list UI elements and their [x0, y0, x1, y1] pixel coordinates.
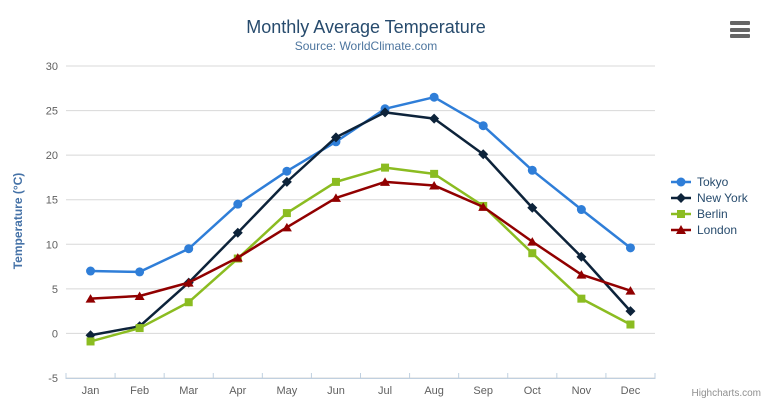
x-axis-label: Sep [473, 385, 493, 397]
y-axis-label: 0 [52, 328, 58, 340]
y-axis-label: -5 [48, 373, 58, 385]
data-point-london[interactable] [625, 286, 636, 295]
x-axis-label: Jan [82, 385, 100, 397]
credits-link[interactable]: Highcharts.com [691, 388, 761, 399]
data-point-berlin[interactable] [86, 337, 95, 346]
x-axis-label: Dec [621, 385, 641, 397]
x-axis-label: Jun [327, 385, 345, 397]
data-point-tokyo[interactable] [576, 205, 586, 215]
chart-title: Monthly Average Temperature [246, 17, 486, 37]
x-axis-label: Mar [179, 385, 198, 397]
series-line-new-york [89, 111, 632, 337]
data-point-tokyo[interactable] [282, 166, 292, 176]
data-point-berlin[interactable] [331, 177, 340, 186]
menu-icon-bar [730, 27, 750, 32]
legend-item-new-york[interactable]: New York [670, 191, 748, 205]
series-line-tokyo [89, 95, 632, 274]
data-point-new-york[interactable] [576, 251, 587, 262]
data-point-berlin[interactable] [282, 209, 291, 218]
y-axis-label: 10 [46, 239, 58, 251]
diamond-legend-marker-icon [671, 193, 691, 203]
x-axis-label: May [276, 385, 297, 397]
data-point-london[interactable] [232, 253, 243, 262]
legend: Tokyo New York Berlin London [670, 175, 748, 237]
data-point-london[interactable] [281, 222, 292, 232]
data-point-london[interactable] [527, 237, 538, 246]
data-point-berlin[interactable] [430, 169, 439, 178]
legend-item-berlin[interactable]: Berlin [670, 207, 748, 221]
data-point-new-york[interactable] [281, 176, 292, 187]
y-axis-label: 20 [46, 150, 58, 162]
legend-label: London [697, 223, 738, 237]
legend-label: Berlin [697, 207, 728, 221]
data-point-new-york[interactable] [330, 132, 341, 143]
data-point-london[interactable] [380, 177, 391, 186]
data-point-london[interactable] [478, 202, 489, 211]
data-point-new-york[interactable] [478, 149, 489, 160]
data-point-london[interactable] [183, 278, 194, 287]
series-line-berlin [89, 166, 632, 343]
data-point-berlin[interactable] [626, 320, 635, 329]
data-point-tokyo[interactable] [478, 121, 488, 131]
data-point-tokyo[interactable] [625, 243, 635, 253]
data-point-berlin[interactable] [577, 294, 586, 303]
data-point-new-york[interactable] [429, 113, 440, 124]
x-axis-label: Feb [130, 385, 149, 397]
x-axis-label: Apr [229, 385, 246, 397]
data-point-london[interactable] [134, 291, 145, 300]
series-line-london [89, 180, 632, 300]
data-point-tokyo[interactable] [135, 267, 145, 277]
export-menu-button[interactable] [730, 21, 750, 38]
x-axis-label: Oct [524, 385, 541, 397]
legend-label: New York [697, 191, 748, 205]
chart-subtitle: Source: WorldClimate.com [294, 39, 438, 53]
data-point-london[interactable] [330, 193, 341, 202]
legend-label: Tokyo [697, 175, 729, 189]
data-point-new-york[interactable] [527, 202, 538, 213]
data-point-new-york[interactable] [380, 107, 391, 118]
x-axis-label: Jul [378, 385, 392, 397]
data-point-new-york[interactable] [232, 227, 243, 238]
y-axis-title: Temperature (°C) [11, 173, 25, 270]
data-point-tokyo[interactable] [86, 266, 96, 276]
triangle-legend-marker-icon [671, 225, 691, 234]
square-legend-marker-icon [671, 210, 691, 218]
data-point-london[interactable] [85, 294, 96, 303]
menu-icon-bar [730, 21, 750, 25]
data-point-berlin[interactable] [184, 298, 193, 307]
data-point-berlin[interactable] [528, 249, 537, 258]
data-point-tokyo[interactable] [429, 92, 439, 102]
data-point-berlin[interactable] [381, 163, 390, 172]
menu-icon-bar [730, 34, 750, 38]
y-axis-label: 30 [46, 61, 58, 73]
legend-item-london[interactable]: London [670, 223, 748, 237]
data-point-new-york[interactable] [625, 306, 636, 317]
data-point-london[interactable] [429, 180, 440, 190]
data-point-tokyo[interactable] [184, 244, 194, 254]
y-axis-label: 25 [46, 106, 58, 118]
data-point-tokyo[interactable] [233, 199, 243, 209]
y-axis-label: 5 [52, 284, 58, 296]
y-axis-label: 15 [46, 195, 58, 207]
data-point-london[interactable] [576, 270, 587, 279]
data-point-berlin[interactable] [135, 324, 144, 333]
data-point-tokyo[interactable] [527, 165, 537, 175]
x-axis-label: Nov [572, 385, 592, 397]
x-axis-label: Aug [424, 385, 444, 397]
legend-item-tokyo[interactable]: Tokyo [670, 175, 748, 189]
circle-legend-marker-icon [671, 177, 691, 187]
